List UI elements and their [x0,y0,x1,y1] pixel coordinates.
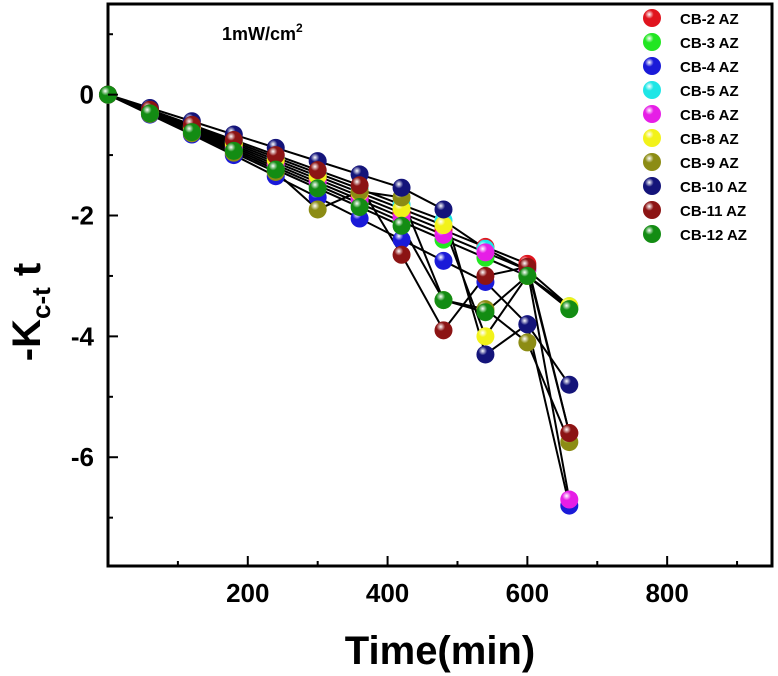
y-axis-label: -Kc-t t [5,263,56,361]
annotation-text: 1mW/cm [222,24,296,44]
data-point [434,216,453,235]
data-point [224,141,243,160]
tick-labels: 200 400 600 800 0 -2 -4 -6 [71,80,689,608]
data-point [392,178,411,197]
annotation: 1mW/cm2 [222,21,303,44]
fit-lines [107,93,571,506]
legend-marker [643,129,661,147]
axis-ticks [108,33,739,566]
legend-marker [643,153,661,171]
legend-marker [643,9,661,27]
legend-label: CB-10 AZ [680,179,747,196]
plot-frame [106,2,774,568]
data-points [99,85,579,515]
data-point [308,161,327,180]
legend-marker [643,81,661,99]
legend-label: CB-6 AZ [680,107,739,124]
y-tick-label: 0 [80,80,94,110]
legend-label: CB-2 AZ [680,11,739,28]
data-point [140,104,159,123]
legend-label: CB-8 AZ [680,131,739,148]
legend-label: CB-5 AZ [680,83,739,100]
data-point [392,230,411,249]
y-axis-label-main: -K [5,319,49,361]
legend-label: CB-11 AZ [680,203,746,220]
legend-marker [643,105,661,123]
y-tick-label: -4 [71,321,95,351]
data-point [392,216,411,235]
data-point [266,146,285,165]
data-point [392,245,411,264]
legend-label: CB-4 AZ [680,59,739,76]
data-point [182,123,201,142]
data-point [476,266,495,285]
data-point [266,160,285,179]
series-line [107,93,571,386]
data-point [476,327,495,346]
x-axis-label: Time(min) [345,629,535,673]
data-point [518,315,537,334]
y-tick-label: -2 [71,201,94,231]
data-point [518,333,537,352]
legend-marker [643,225,661,243]
data-point [350,198,369,217]
data-point [476,303,495,322]
data-point [560,424,579,443]
y-axis-label-tail: t [5,263,49,287]
x-tick-label: 800 [645,578,688,608]
data-point [476,243,495,262]
data-point [350,176,369,195]
data-point [308,200,327,219]
data-point [560,490,579,509]
data-point [434,251,453,270]
x-tick-label: 600 [506,578,549,608]
series-line [107,93,571,443]
data-point [434,200,453,219]
legend-label: CB-3 AZ [680,35,739,52]
legend-label: CB-9 AZ [680,155,739,172]
legend-marker [643,57,661,75]
y-tick-label: -6 [71,442,94,472]
legend: CB-2 AZ CB-3 AZ CB-4 AZ CB-5 AZ CB-6 AZ CB-8 … [643,9,747,244]
legend-label: CB-12 AZ [680,227,747,244]
y-axis-label-subscript: c-t [26,287,56,319]
x-tick-label: 200 [226,578,269,608]
legend-marker [643,201,661,219]
data-point [560,375,579,394]
x-tick-label: 400 [366,578,409,608]
data-point [434,291,453,310]
data-point [560,300,579,319]
data-point [476,345,495,364]
data-point [434,321,453,340]
legend-marker [643,177,661,195]
annotation-superscript: 2 [296,21,303,35]
legend-marker [643,33,661,51]
data-point [518,266,537,285]
data-point [308,179,327,198]
